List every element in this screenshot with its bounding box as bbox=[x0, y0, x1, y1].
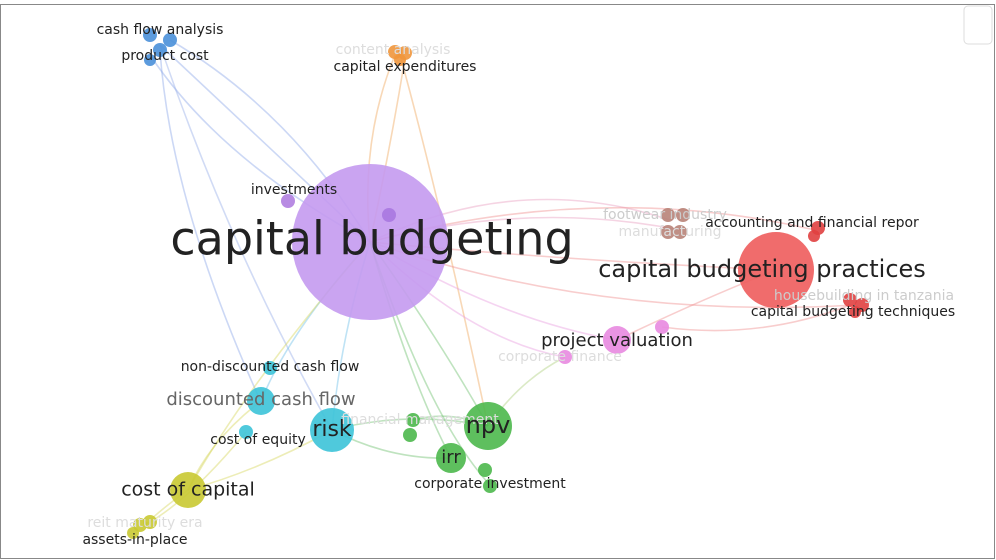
node-label: cost of equity bbox=[210, 432, 305, 448]
node-label: manufacturing bbox=[619, 224, 722, 240]
node bbox=[239, 425, 253, 439]
node-label: accounting and financial repor bbox=[705, 215, 919, 231]
node-label: product cost bbox=[121, 48, 209, 64]
node-label: project valuation bbox=[541, 330, 693, 351]
node-label: capital budgeting practices bbox=[598, 255, 926, 283]
node-label: cost of capital bbox=[121, 479, 255, 501]
node bbox=[661, 208, 675, 222]
frame bbox=[0, 4, 995, 559]
node-label: irr bbox=[441, 447, 461, 468]
node-label: corporate investment bbox=[414, 476, 566, 492]
node bbox=[673, 225, 687, 239]
node bbox=[403, 428, 417, 442]
node bbox=[676, 208, 690, 222]
node-label: capital expenditures bbox=[334, 59, 477, 75]
node bbox=[849, 306, 861, 318]
node-label: non-discounted cash flow bbox=[181, 359, 360, 375]
node-label: content analysis bbox=[336, 42, 451, 58]
edge bbox=[159, 44, 333, 431]
node-label: corporate finance bbox=[498, 349, 622, 365]
labels: capital budgeting capital budgeting pract… bbox=[82, 22, 955, 548]
node-label: capital budgeting techniques bbox=[751, 304, 955, 320]
node-label: financial management bbox=[341, 412, 499, 428]
node bbox=[603, 326, 631, 354]
node bbox=[808, 230, 820, 242]
node bbox=[661, 225, 675, 239]
node bbox=[406, 413, 420, 427]
node-label: cash flow analysis bbox=[97, 22, 224, 38]
node-label: investments bbox=[251, 182, 337, 198]
node bbox=[143, 515, 157, 529]
node bbox=[247, 387, 275, 415]
node-label: discounted cash flow bbox=[166, 389, 355, 410]
nodes bbox=[127, 28, 869, 539]
node bbox=[483, 479, 497, 493]
node bbox=[478, 463, 492, 477]
node bbox=[843, 293, 857, 307]
node-label: assets-in-place bbox=[82, 532, 187, 548]
node bbox=[281, 194, 295, 208]
node bbox=[127, 527, 139, 539]
node bbox=[394, 54, 406, 66]
node bbox=[292, 164, 448, 320]
node-label: capital budgeting bbox=[170, 212, 573, 266]
edge bbox=[661, 304, 851, 332]
node bbox=[558, 350, 572, 364]
node bbox=[153, 43, 167, 57]
node bbox=[144, 54, 156, 66]
node bbox=[143, 28, 157, 42]
node-label: reit maturity era bbox=[87, 515, 202, 531]
node bbox=[170, 472, 206, 508]
node bbox=[263, 361, 277, 375]
node-label: housebuilding in tanzania bbox=[774, 288, 954, 304]
node-label: footwear industry bbox=[603, 207, 727, 223]
node bbox=[310, 408, 354, 452]
zoom-control[interactable] bbox=[963, 5, 993, 45]
node bbox=[382, 208, 396, 222]
edge bbox=[159, 49, 261, 401]
node bbox=[163, 33, 177, 47]
node-label: risk bbox=[312, 417, 352, 442]
node bbox=[464, 402, 512, 450]
node bbox=[738, 232, 814, 308]
node bbox=[655, 320, 669, 334]
node-label: npv bbox=[466, 411, 511, 439]
node bbox=[436, 443, 466, 473]
